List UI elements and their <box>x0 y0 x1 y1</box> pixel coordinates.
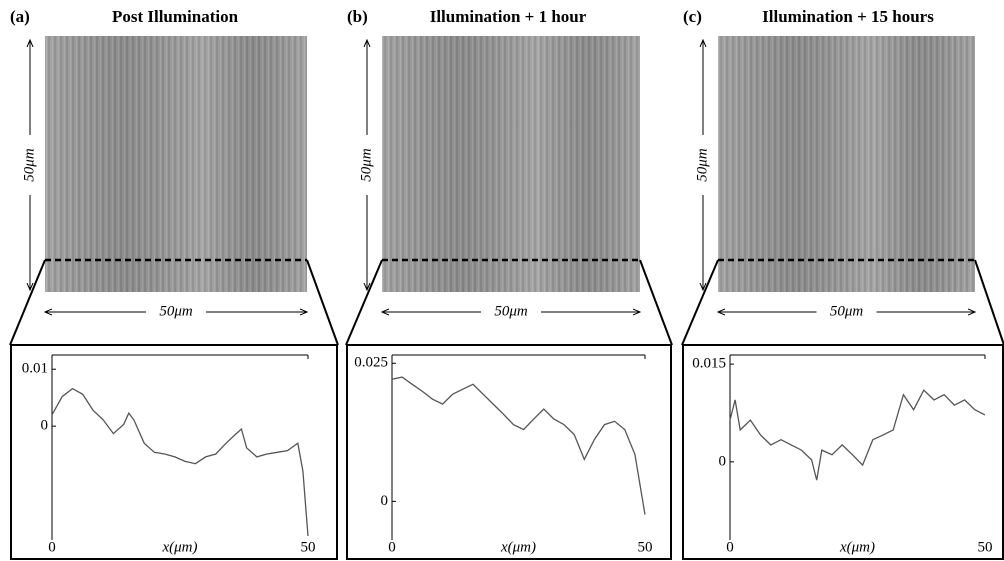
label-bg <box>146 303 206 321</box>
x-tick-label: 50 <box>638 539 653 555</box>
panel-label: (c) <box>683 7 702 26</box>
y-tick-label: 0 <box>719 453 727 469</box>
x-tick-label: 50 <box>301 539 316 555</box>
y-tick-label: 0.025 <box>354 355 388 371</box>
y-tick-label: 0.01 <box>22 361 48 377</box>
afm-shade <box>382 36 640 292</box>
width-label: 50μm <box>494 303 528 319</box>
x-axis-label: x(μm) <box>839 539 875 555</box>
panel-label: (a) <box>10 7 30 26</box>
x-tick-label: 0 <box>388 539 396 555</box>
label-bg <box>481 303 541 321</box>
plot-frame <box>10 344 338 560</box>
plot-frame <box>682 344 1004 560</box>
afm-shade <box>45 36 307 292</box>
x-axis-label: x(μm) <box>161 539 197 555</box>
panel-title: Illumination + 15 hours <box>762 7 934 26</box>
label-bg <box>358 135 376 195</box>
profile-line <box>729 389 986 481</box>
panel-title: Post Illumination <box>112 7 239 26</box>
zoom-line <box>9 259 46 346</box>
zoom-line <box>306 259 339 346</box>
plot-frame <box>346 344 672 560</box>
zoom-line <box>639 259 673 346</box>
zoom-line <box>345 259 383 346</box>
height-label: 50μm <box>358 148 374 182</box>
x-tick-label: 0 <box>726 539 734 555</box>
width-label: 50μm <box>159 303 193 319</box>
y-tick-label: 0.015 <box>692 356 726 372</box>
x-tick-label: 0 <box>48 539 56 555</box>
width-label: 50μm <box>830 303 864 319</box>
profile-line <box>391 376 646 515</box>
panel-title: Illumination + 1 hour <box>430 7 587 26</box>
profile-line <box>51 387 309 537</box>
x-tick-label: 50 <box>978 539 993 555</box>
zoom-line <box>681 259 719 346</box>
y-tick-label: 0 <box>381 493 389 509</box>
x-axis-label: x(μm) <box>500 539 536 555</box>
height-label: 50μm <box>21 148 37 182</box>
label-bg <box>21 135 39 195</box>
y-tick-label: 0 <box>41 418 49 434</box>
label-bg <box>816 303 877 321</box>
label-bg <box>694 135 712 195</box>
zoom-line <box>974 259 1004 346</box>
height-label: 50μm <box>694 148 710 182</box>
panel-label: (b) <box>347 7 368 26</box>
afm-shade <box>718 36 975 292</box>
